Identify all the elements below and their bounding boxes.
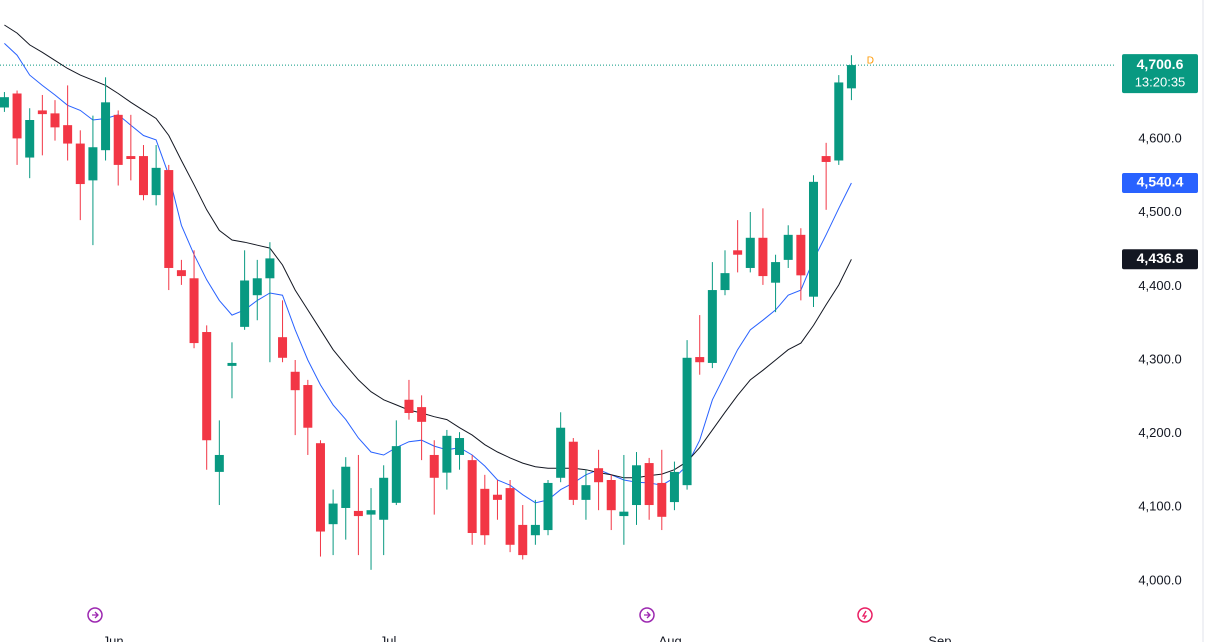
y-tick-label: 4,000.0 bbox=[1138, 572, 1181, 587]
candle-body bbox=[379, 477, 389, 520]
candle-body bbox=[278, 337, 288, 358]
candle-body bbox=[682, 357, 692, 486]
y-tick-label: 4,100.0 bbox=[1138, 499, 1181, 514]
y-tick-label: 4,200.0 bbox=[1138, 425, 1181, 440]
candle-body bbox=[442, 435, 452, 473]
candle-body bbox=[214, 454, 224, 472]
candle-body bbox=[556, 427, 566, 478]
candle-body bbox=[113, 114, 123, 165]
candle-body bbox=[176, 270, 186, 277]
candle-body bbox=[290, 371, 300, 391]
candle-body bbox=[518, 524, 528, 556]
candle-body bbox=[37, 110, 47, 115]
candle-body bbox=[455, 438, 465, 455]
candle-body bbox=[12, 93, 22, 139]
candle-body bbox=[467, 460, 477, 534]
candle-body bbox=[265, 258, 275, 279]
y-tick-label: 4,300.0 bbox=[1138, 351, 1181, 366]
candle-body bbox=[75, 143, 85, 185]
moving-average-line bbox=[4, 24, 852, 479]
candle-body bbox=[126, 156, 136, 160]
candle-body bbox=[669, 471, 679, 503]
candle-body bbox=[63, 125, 73, 144]
candle-body bbox=[189, 278, 199, 344]
candle-body bbox=[25, 120, 35, 158]
candle-body bbox=[808, 181, 818, 297]
candle-body bbox=[429, 454, 439, 478]
candle-body bbox=[834, 82, 844, 161]
candle-body bbox=[88, 147, 98, 181]
y-tick-label: 4,400.0 bbox=[1138, 278, 1181, 293]
candle-body bbox=[543, 482, 553, 531]
candle-body bbox=[164, 170, 174, 268]
price-label-box bbox=[1122, 249, 1198, 270]
candle-body bbox=[505, 488, 515, 545]
y-tick-label: 4,500.0 bbox=[1138, 204, 1181, 219]
candle-body bbox=[644, 463, 654, 506]
candle-body bbox=[783, 234, 793, 260]
candle-body bbox=[303, 385, 313, 428]
y-tick-label: 4,600.0 bbox=[1138, 131, 1181, 146]
candle-body bbox=[341, 466, 351, 508]
last-price-box bbox=[1122, 54, 1198, 94]
candle-body bbox=[138, 156, 148, 196]
countdown-label: 13:20:35 bbox=[1135, 75, 1186, 90]
candle-body bbox=[745, 237, 755, 268]
event-icon[interactable] bbox=[639, 607, 655, 623]
candle-body bbox=[328, 503, 338, 525]
event-icon[interactable] bbox=[87, 607, 103, 623]
candle-body bbox=[151, 167, 161, 196]
candle-body bbox=[657, 482, 667, 517]
candle-body bbox=[480, 488, 490, 536]
candle-body bbox=[240, 280, 250, 327]
moving-average-line bbox=[4, 43, 852, 504]
candle-body bbox=[492, 494, 502, 500]
candle-body bbox=[632, 465, 642, 506]
candle-body bbox=[417, 407, 427, 422]
candle-body bbox=[202, 332, 212, 441]
x-tick-label: Jul bbox=[380, 633, 397, 642]
candle-body bbox=[606, 480, 616, 511]
candle-body bbox=[720, 273, 730, 291]
candle-body bbox=[594, 468, 604, 483]
candle-body bbox=[50, 113, 60, 128]
x-tick-label: Aug bbox=[659, 633, 682, 642]
price-label-box bbox=[1122, 173, 1198, 194]
candle-body bbox=[695, 357, 705, 363]
candle-body bbox=[315, 443, 325, 532]
candle-body bbox=[821, 156, 831, 162]
candle-body bbox=[227, 362, 237, 366]
candle-body bbox=[619, 511, 629, 517]
x-tick-label: Jun bbox=[103, 633, 124, 642]
candle-body bbox=[366, 510, 376, 515]
candle-body bbox=[530, 524, 540, 536]
candle-body bbox=[101, 102, 111, 151]
last-price-label: 4,700.6 bbox=[1137, 56, 1184, 72]
candle-body bbox=[771, 262, 781, 283]
candle-body bbox=[252, 278, 262, 296]
candle-body bbox=[707, 290, 717, 363]
candle-body bbox=[581, 485, 591, 500]
candle-body bbox=[0, 97, 9, 108]
candle-body bbox=[404, 399, 414, 414]
candle-body bbox=[796, 234, 806, 276]
timeframe-marker: D bbox=[867, 56, 874, 67]
event-icon[interactable] bbox=[857, 607, 873, 623]
candle-body bbox=[568, 441, 578, 500]
candle-body bbox=[353, 510, 363, 517]
candle-body bbox=[758, 237, 768, 277]
price-label: 4,540.4 bbox=[1137, 174, 1184, 190]
candle-body bbox=[846, 65, 856, 89]
price-label: 4,436.8 bbox=[1137, 250, 1184, 266]
candle-body bbox=[391, 446, 401, 503]
candle-body bbox=[733, 250, 743, 255]
x-tick-label: Sep bbox=[928, 633, 951, 642]
